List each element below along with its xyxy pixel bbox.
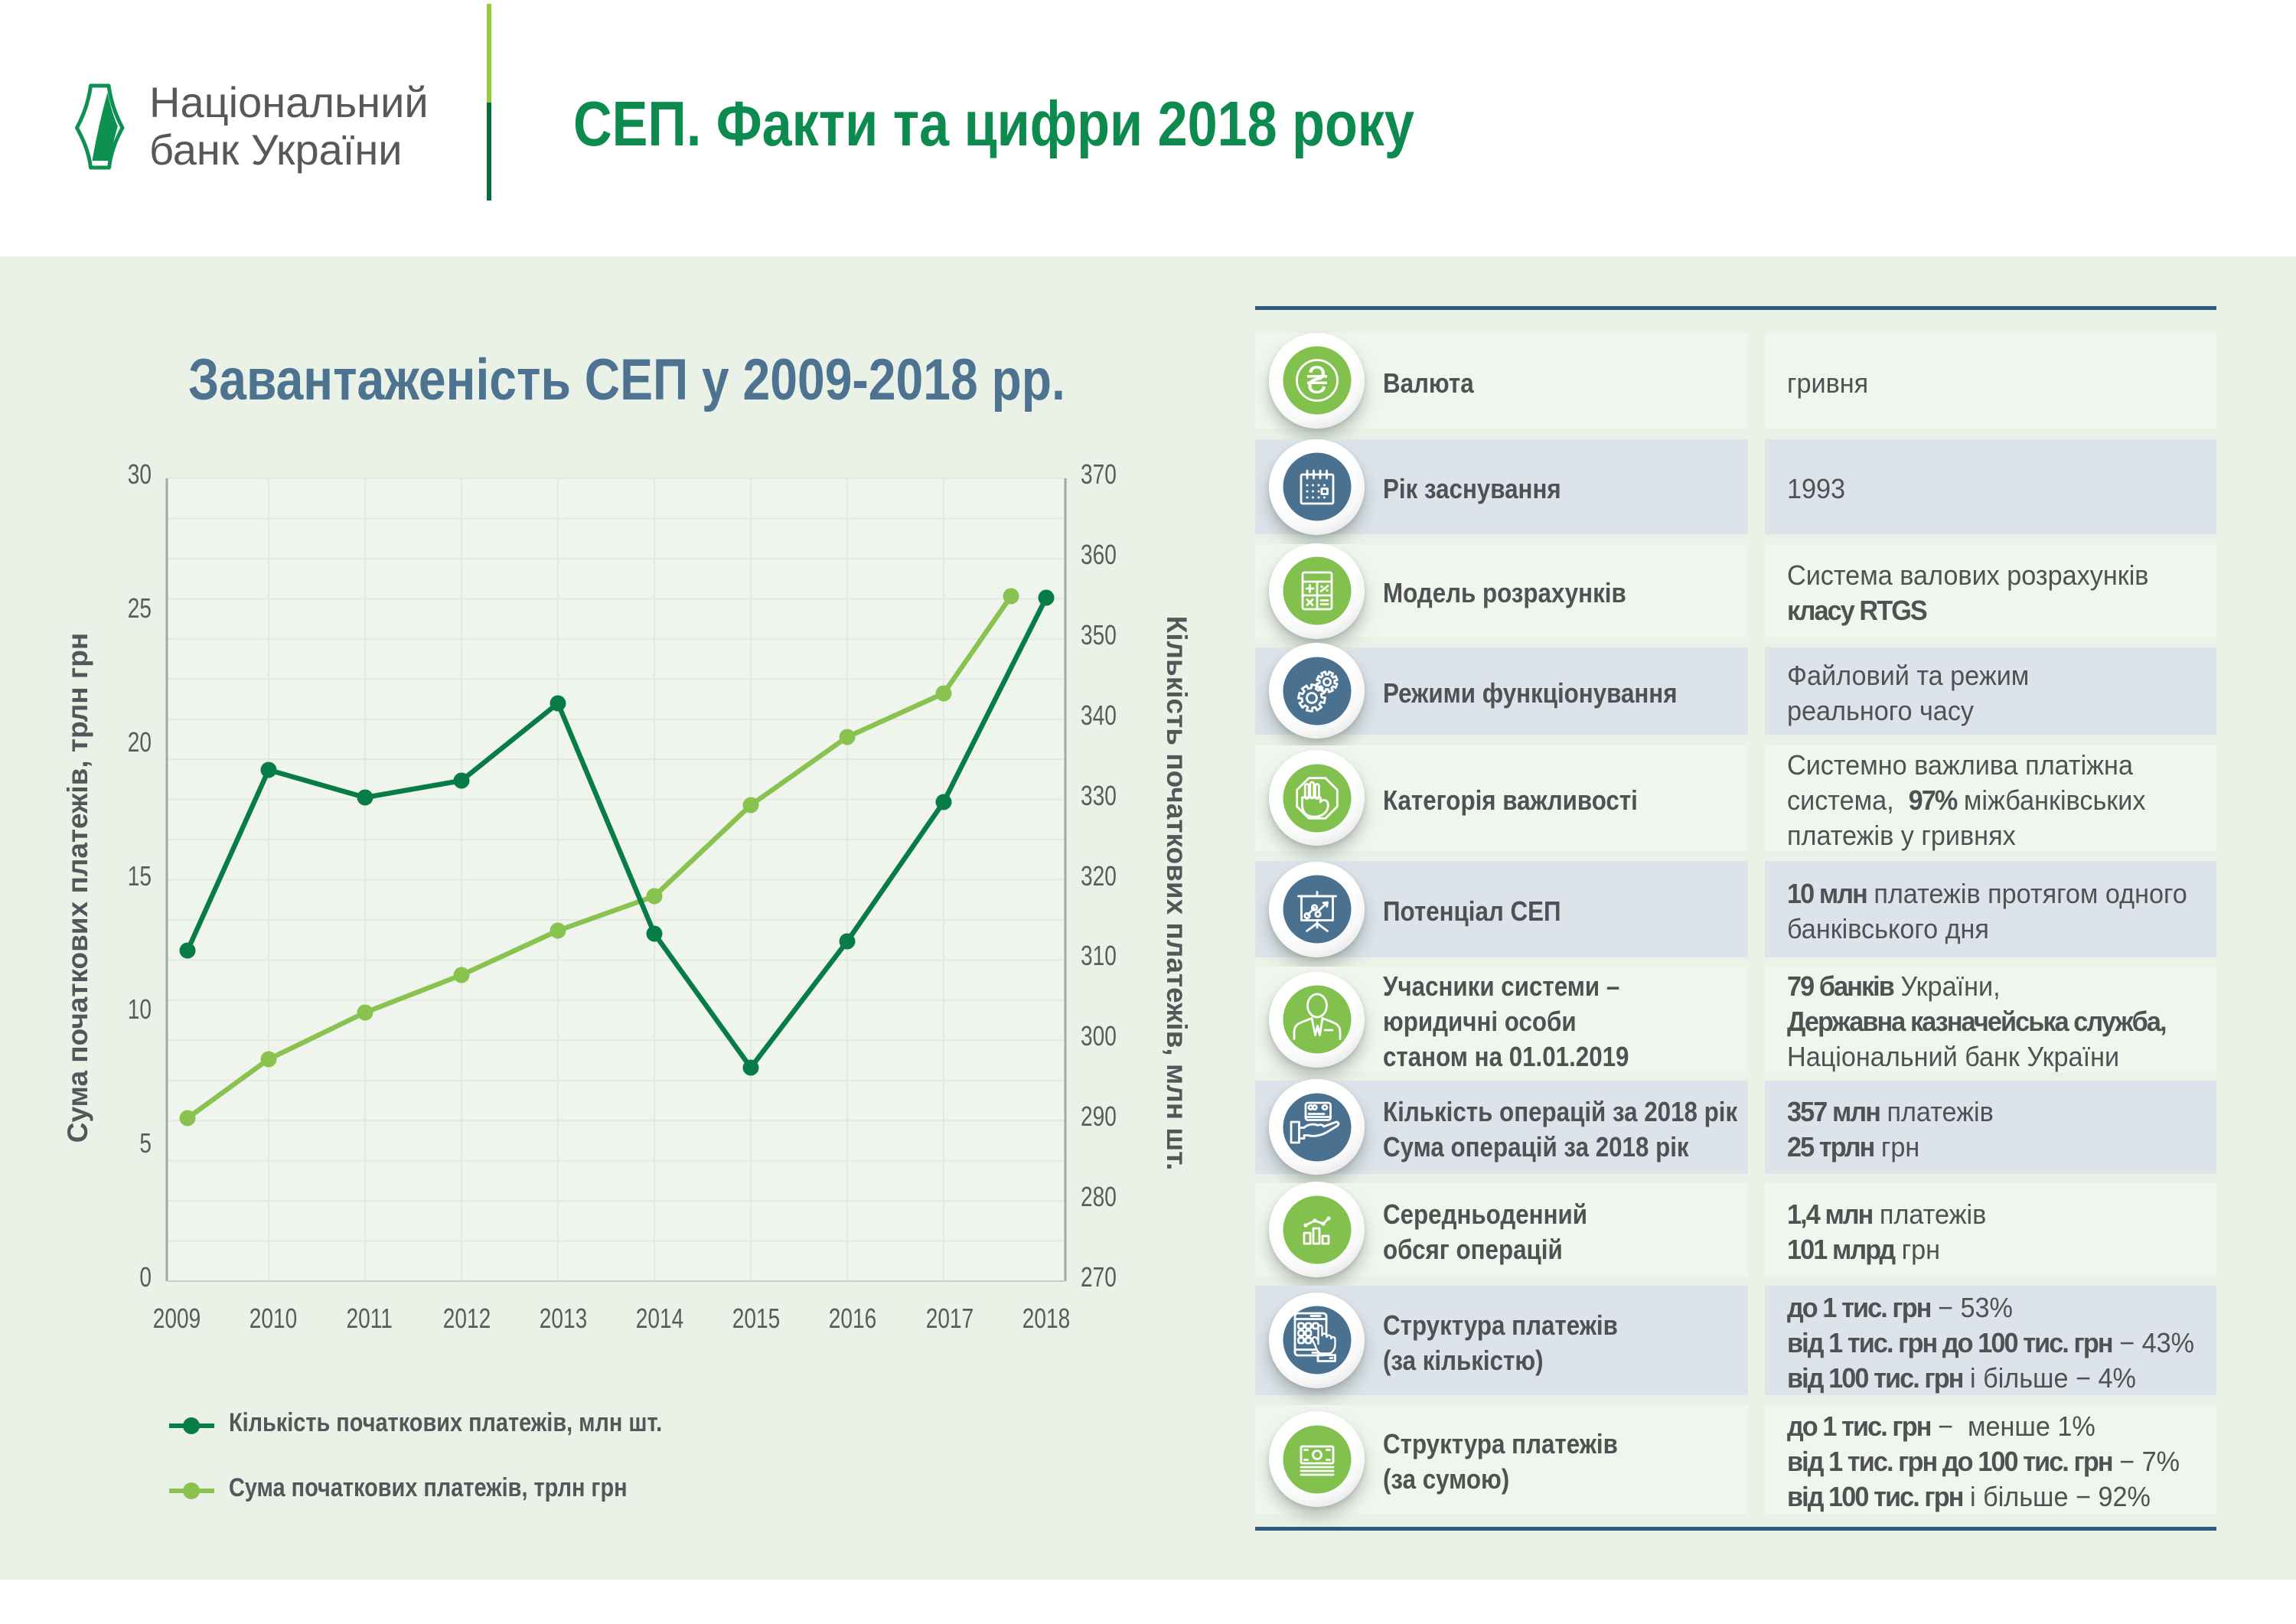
svg-text:₴: ₴ — [1306, 361, 1327, 402]
